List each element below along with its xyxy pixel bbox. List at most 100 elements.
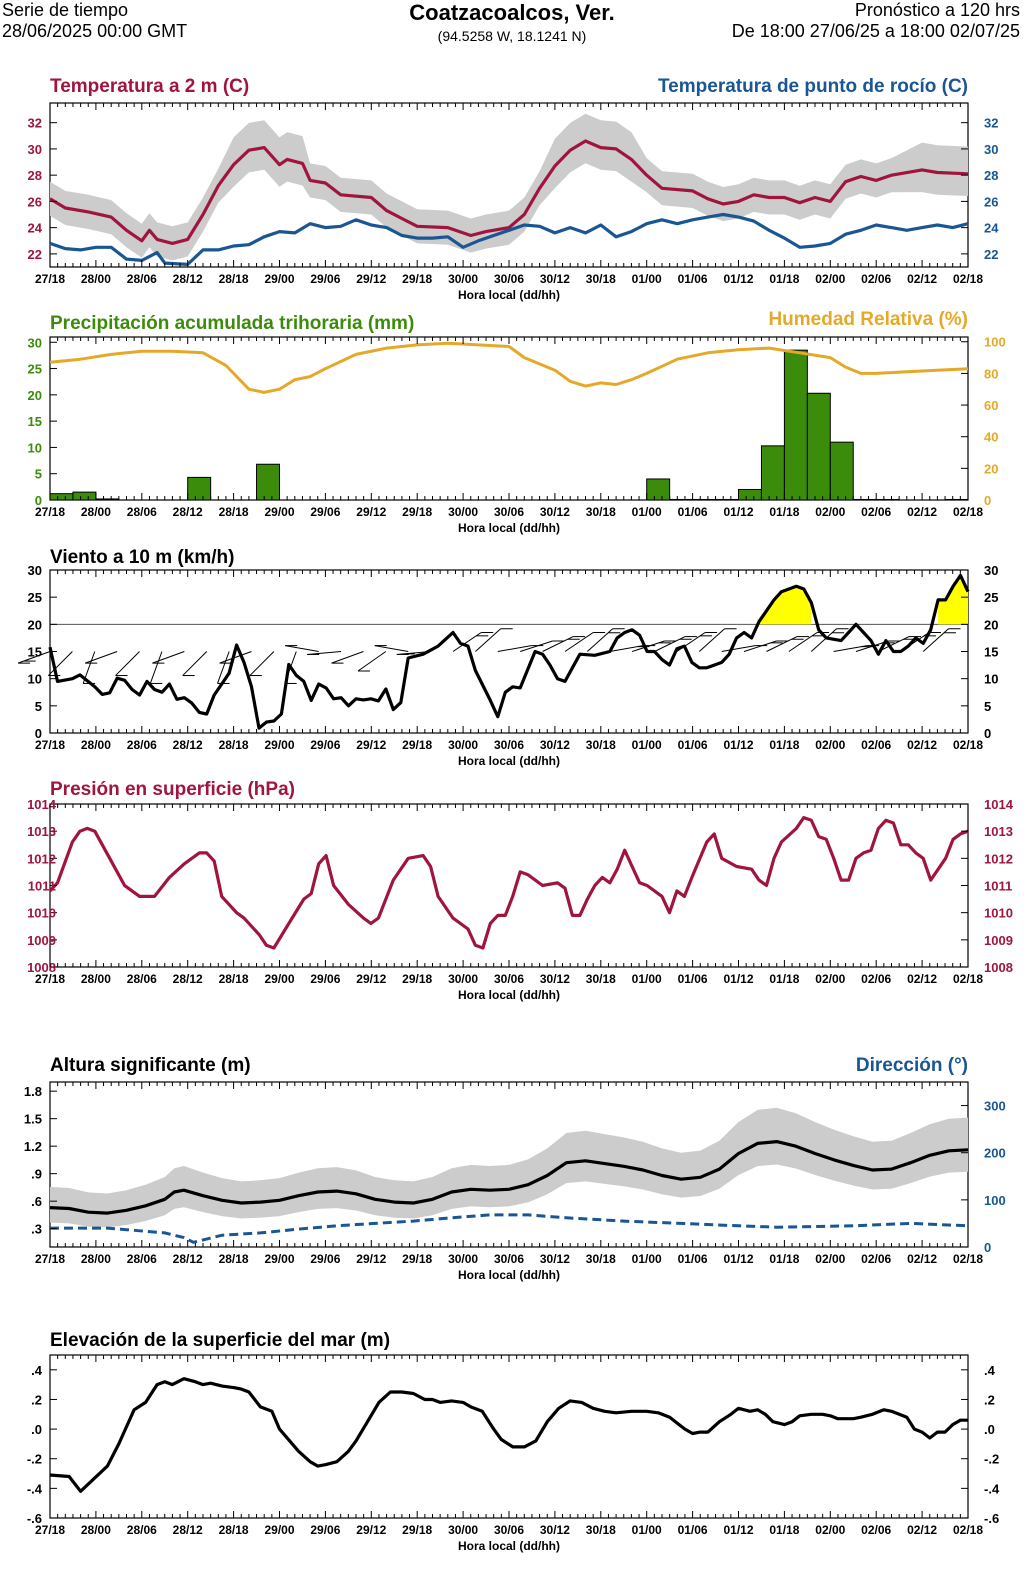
wind-barb <box>85 651 118 664</box>
y-tick-label-left: 1009 <box>27 933 56 948</box>
wind-barb <box>698 628 725 652</box>
x-tick-label: 30/00 <box>448 738 478 752</box>
y-tick-label-right: 30 <box>984 142 998 157</box>
y-tick-label-left: 1010 <box>27 906 56 921</box>
x-tick-label: 28/18 <box>219 738 249 752</box>
y-tick-label-right: .4 <box>984 1363 996 1378</box>
x-tick-label: 28/06 <box>127 1523 157 1537</box>
wave-direction-line <box>50 1213 969 1244</box>
x-tick-label: 29/06 <box>310 738 340 752</box>
x-tick-label: 30/18 <box>586 972 616 986</box>
x-tick-label: 28/06 <box>127 738 157 752</box>
pressure-title: Presión en superficie (hPa) <box>50 779 295 800</box>
wind-barb <box>357 651 387 672</box>
x-tick-label: 01/12 <box>723 1252 753 1266</box>
x-tick-label: 29/12 <box>356 1252 386 1266</box>
y-tick-label-left: 1014 <box>27 797 57 812</box>
x-tick-label: 28/18 <box>219 1252 249 1266</box>
precip-bar <box>738 488 762 501</box>
x-tick-label: 30/06 <box>494 738 524 752</box>
x-tick-label: 29/00 <box>264 972 294 986</box>
x-tick-label: 28/00 <box>81 1523 111 1537</box>
x-tick-label: 02/00 <box>815 1252 845 1266</box>
x-tick-label: 01/12 <box>723 272 753 286</box>
y-tick-label-right: 0 <box>984 493 991 508</box>
x-tick-label: 01/06 <box>678 272 708 286</box>
y-tick-label-left: 5 <box>35 467 42 482</box>
header-right: Pronóstico a 120 hrs De 18:00 27/06/25 a… <box>732 0 1020 42</box>
y-tick-label-left: 25 <box>28 362 42 377</box>
x-tick-label: 28/12 <box>173 972 203 986</box>
x-tick-label: 01/18 <box>769 1252 799 1266</box>
x-tick-label: 29/18 <box>402 272 432 286</box>
x-tick-label: 30/12 <box>540 505 570 519</box>
temperature-band <box>50 113 968 261</box>
y-tick-label-left: .0 <box>31 1422 42 1437</box>
x-tick-label: 01/00 <box>632 1252 662 1266</box>
x-tick-label: 29/06 <box>310 505 340 519</box>
panel-sea_level: -.6 -.4 -.2 .0 .2 .4 -.6 -.4 -.2 .0 .2 .4 27/18 28/00… <box>27 1330 1000 1553</box>
x-tick-label: 27/18 <box>35 738 65 752</box>
y-tick-label-left: 1008 <box>27 960 56 975</box>
x-tick-label: 28/12 <box>173 1252 203 1266</box>
y-tick-label-left: .4 <box>31 1363 43 1378</box>
pressure-line <box>48 816 969 950</box>
x-tick-label: 28/12 <box>173 272 203 286</box>
y-tick-label-left: 1011 <box>28 879 56 894</box>
y-tick-label-left: 20 <box>28 388 42 403</box>
wind-barb <box>788 632 818 652</box>
wind-barb <box>47 651 73 676</box>
x-tick-label: 29/06 <box>310 272 340 286</box>
y-tick-label-left: 25 <box>28 590 42 605</box>
wind-speed-line <box>48 573 970 730</box>
x-tick-label: 28/00 <box>81 738 111 752</box>
y-tick-label-left: 1.8 <box>24 1084 42 1099</box>
y-tick-label-right: 80 <box>984 366 998 381</box>
x-tick-label: 30/18 <box>586 1523 616 1537</box>
x-tick-label: 01/00 <box>632 505 662 519</box>
y-tick-label-right: 32 <box>984 116 998 131</box>
panel-precip_humidity: 0 5 10 15 20 25 30 0 20 40 60 80 100 27/18 28/00 28/06 2… <box>28 309 1006 535</box>
y-tick-label-right: 0 <box>984 726 991 741</box>
x-tick-label: 27/18 <box>35 505 65 519</box>
x-tick-label: 28/06 <box>127 972 157 986</box>
y-tick-label-left: 24 <box>28 221 43 236</box>
panel-pressure: 1008 1009 1010 1011 1012 1013 1014 1008 1009 1010… <box>27 779 1014 1002</box>
x-tick-label: 28/12 <box>173 738 203 752</box>
y-tick-label-right: 20 <box>984 461 998 476</box>
wind-barb <box>475 628 502 652</box>
precip-bar <box>715 498 739 501</box>
x-tick-label: 30/00 <box>448 1252 478 1266</box>
y-tick-label-right: 30 <box>984 563 998 578</box>
x-tick-label: 29/18 <box>402 1252 432 1266</box>
x-tick-label: 29/18 <box>402 1523 432 1537</box>
x-tick-label: 29/18 <box>402 972 432 986</box>
y-tick-label-right: 20 <box>984 617 998 632</box>
precip-bar <box>852 498 877 501</box>
y-tick-label-right: 40 <box>984 430 998 445</box>
y-tick-label-left: 15 <box>28 645 42 660</box>
x-tick-label: 29/06 <box>310 1252 340 1266</box>
y-tick-label-left: 32 <box>28 116 42 131</box>
y-tick-label-left: -.2 <box>27 1452 42 1467</box>
x-tick-label: 01/00 <box>632 1523 662 1537</box>
x-tick-label: 02/18 <box>953 738 983 752</box>
x-tick-label: 01/06 <box>678 505 708 519</box>
direction-title: Dirección (°) <box>856 1055 968 1076</box>
x-tick-label: 02/12 <box>907 738 937 752</box>
x-tick-label: 30/00 <box>448 1523 478 1537</box>
y-tick-label-left: 1013 <box>27 824 56 839</box>
y-tick-label-right: 100 <box>984 1193 1006 1208</box>
y-tick-label-right: 28 <box>984 168 998 183</box>
x-tick-label: 27/18 <box>35 1523 65 1537</box>
x-axis-label: Hora local (dd/hh) <box>458 288 560 302</box>
y-tick-label-right: 1011 <box>984 879 1012 894</box>
humidity-title: Humedad Relativa (%) <box>768 309 968 330</box>
x-tick-label: 29/00 <box>264 1252 294 1266</box>
x-tick-label: 29/00 <box>264 505 294 519</box>
x-tick-label: 30/18 <box>586 272 616 286</box>
x-tick-label: 01/12 <box>723 972 753 986</box>
wind-barb <box>497 645 532 652</box>
x-tick-label: 29/12 <box>356 972 386 986</box>
